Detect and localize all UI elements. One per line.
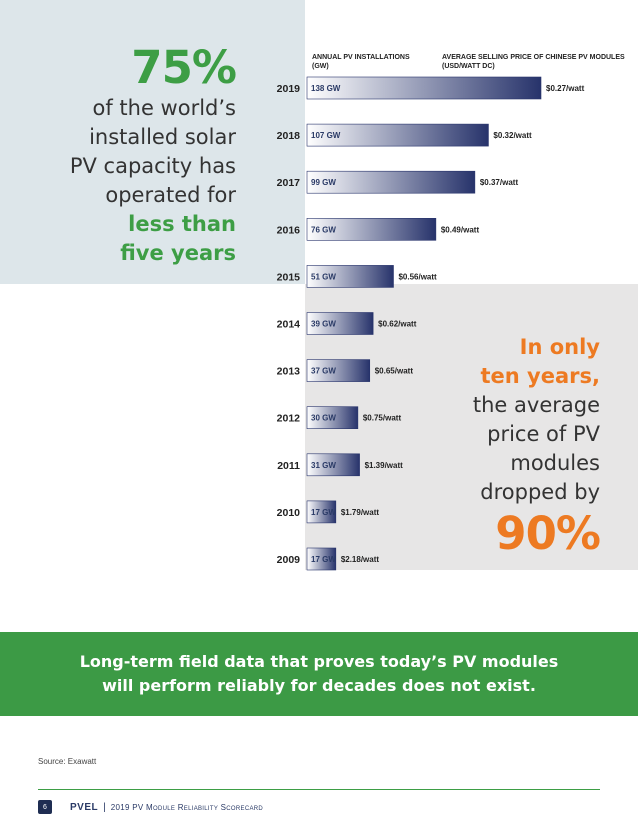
installation-value-label: 138 GW bbox=[311, 84, 341, 93]
installation-value-label: 37 GW bbox=[311, 367, 336, 376]
right-stat-line: price of PV bbox=[487, 422, 600, 446]
right-stat-callout: In only ten years, the average price of … bbox=[360, 333, 601, 561]
right-stat-percent: 90% bbox=[495, 507, 601, 560]
left-stat-line: PV capacity has bbox=[69, 154, 236, 178]
installations-bar-chart: 2019 138 GW $0.27/watt 2018 107 GW $0.32/watt… bbox=[277, 76, 585, 571]
installation-bar bbox=[306, 453, 360, 477]
year-label: 2019 bbox=[277, 83, 301, 95]
installation-bar bbox=[306, 265, 394, 288]
year-label: 2015 bbox=[277, 271, 301, 283]
year-label: 2011 bbox=[277, 460, 300, 472]
left-stat-line: installed solar bbox=[89, 125, 236, 149]
price-value-label: $0.56/watt bbox=[398, 272, 437, 281]
right-stat-highlight: In only bbox=[519, 335, 600, 359]
installation-bar bbox=[306, 123, 489, 147]
left-stat-callout: 75% of the world’s installed solar PV ca… bbox=[0, 41, 237, 268]
year-label: 2013 bbox=[277, 366, 301, 378]
price-value-label: $0.49/watt bbox=[441, 225, 480, 234]
right-stat-line: modules bbox=[510, 451, 600, 475]
left-stat-line: of the world’s bbox=[92, 96, 237, 120]
year-label: 2010 bbox=[277, 507, 301, 519]
installation-bar bbox=[306, 76, 542, 100]
footer-divider bbox=[38, 789, 600, 790]
right-stat-line: the average bbox=[472, 393, 600, 417]
year-label: 2016 bbox=[277, 224, 301, 236]
price-value-label: $1.39/watt bbox=[365, 461, 404, 470]
key-message-banner: Long-term field data that proves today’s… bbox=[0, 632, 638, 716]
installation-bar bbox=[306, 359, 371, 382]
installation-value-label: 31 GW bbox=[311, 461, 336, 470]
installation-bar bbox=[306, 500, 337, 524]
price-header: AVERAGE SELLING PRICE OF CHINESE PV MODU… bbox=[442, 54, 625, 70]
left-stat-percent: 75% bbox=[131, 41, 237, 94]
left-stat-highlight: less than bbox=[128, 212, 236, 236]
banner-line: Long-term field data that proves today’s… bbox=[79, 652, 559, 671]
installation-value-label: 17 GW bbox=[311, 508, 336, 517]
installation-value-label: 107 GW bbox=[311, 131, 341, 140]
installation-value-label: 30 GW bbox=[311, 414, 336, 423]
installations-header: ANNUAL PV INSTALLATIONS (GW) bbox=[312, 54, 410, 70]
installation-bar bbox=[306, 218, 437, 241]
source-note: Source: Exawatt bbox=[38, 757, 97, 766]
price-value-label: $1.79/watt bbox=[341, 508, 380, 517]
price-value-label: $0.32/watt bbox=[493, 131, 532, 140]
left-stat-line: operated for bbox=[105, 183, 236, 207]
year-label: 2014 bbox=[277, 319, 301, 331]
right-stat-highlight: ten years, bbox=[480, 364, 600, 388]
left-background-panel bbox=[0, 0, 305, 284]
right-stat-line: dropped by bbox=[480, 480, 600, 504]
installation-bar bbox=[306, 312, 374, 335]
installation-value-label: 17 GW bbox=[311, 555, 336, 564]
installation-value-label: 99 GW bbox=[311, 178, 336, 187]
year-label: 2018 bbox=[277, 130, 301, 142]
price-value-label: $0.37/watt bbox=[480, 178, 519, 187]
footer-title: 2019 PV Module Reliability Scorecard bbox=[110, 802, 264, 812]
installation-value-label: 39 GW bbox=[311, 320, 336, 329]
installation-value-label: 76 GW bbox=[311, 225, 336, 234]
installation-bar bbox=[306, 406, 359, 430]
installation-bar bbox=[306, 547, 337, 571]
year-label: 2012 bbox=[277, 413, 301, 425]
price-value-label: $0.27/watt bbox=[546, 84, 585, 93]
price-value-label: $0.75/watt bbox=[363, 414, 402, 423]
price-value-label: $2.18/watt bbox=[341, 555, 380, 564]
pvel-logo: PVEL bbox=[70, 801, 99, 813]
page-footer: 6 PVEL | 2019 PV Module Reliability Scor… bbox=[38, 800, 263, 814]
left-stat-highlight: five years bbox=[120, 241, 236, 265]
year-label: 2009 bbox=[277, 554, 301, 566]
price-value-label: $0.62/watt bbox=[378, 320, 417, 329]
year-label: 2017 bbox=[277, 177, 301, 189]
installation-value-label: 51 GW bbox=[311, 272, 336, 281]
footer-separator: | bbox=[103, 801, 106, 813]
installation-bar bbox=[306, 170, 476, 194]
banner-line: will perform reliably for decades does n… bbox=[102, 676, 536, 695]
price-value-label: $0.65/watt bbox=[375, 367, 414, 376]
page-number: 6 bbox=[38, 800, 52, 814]
